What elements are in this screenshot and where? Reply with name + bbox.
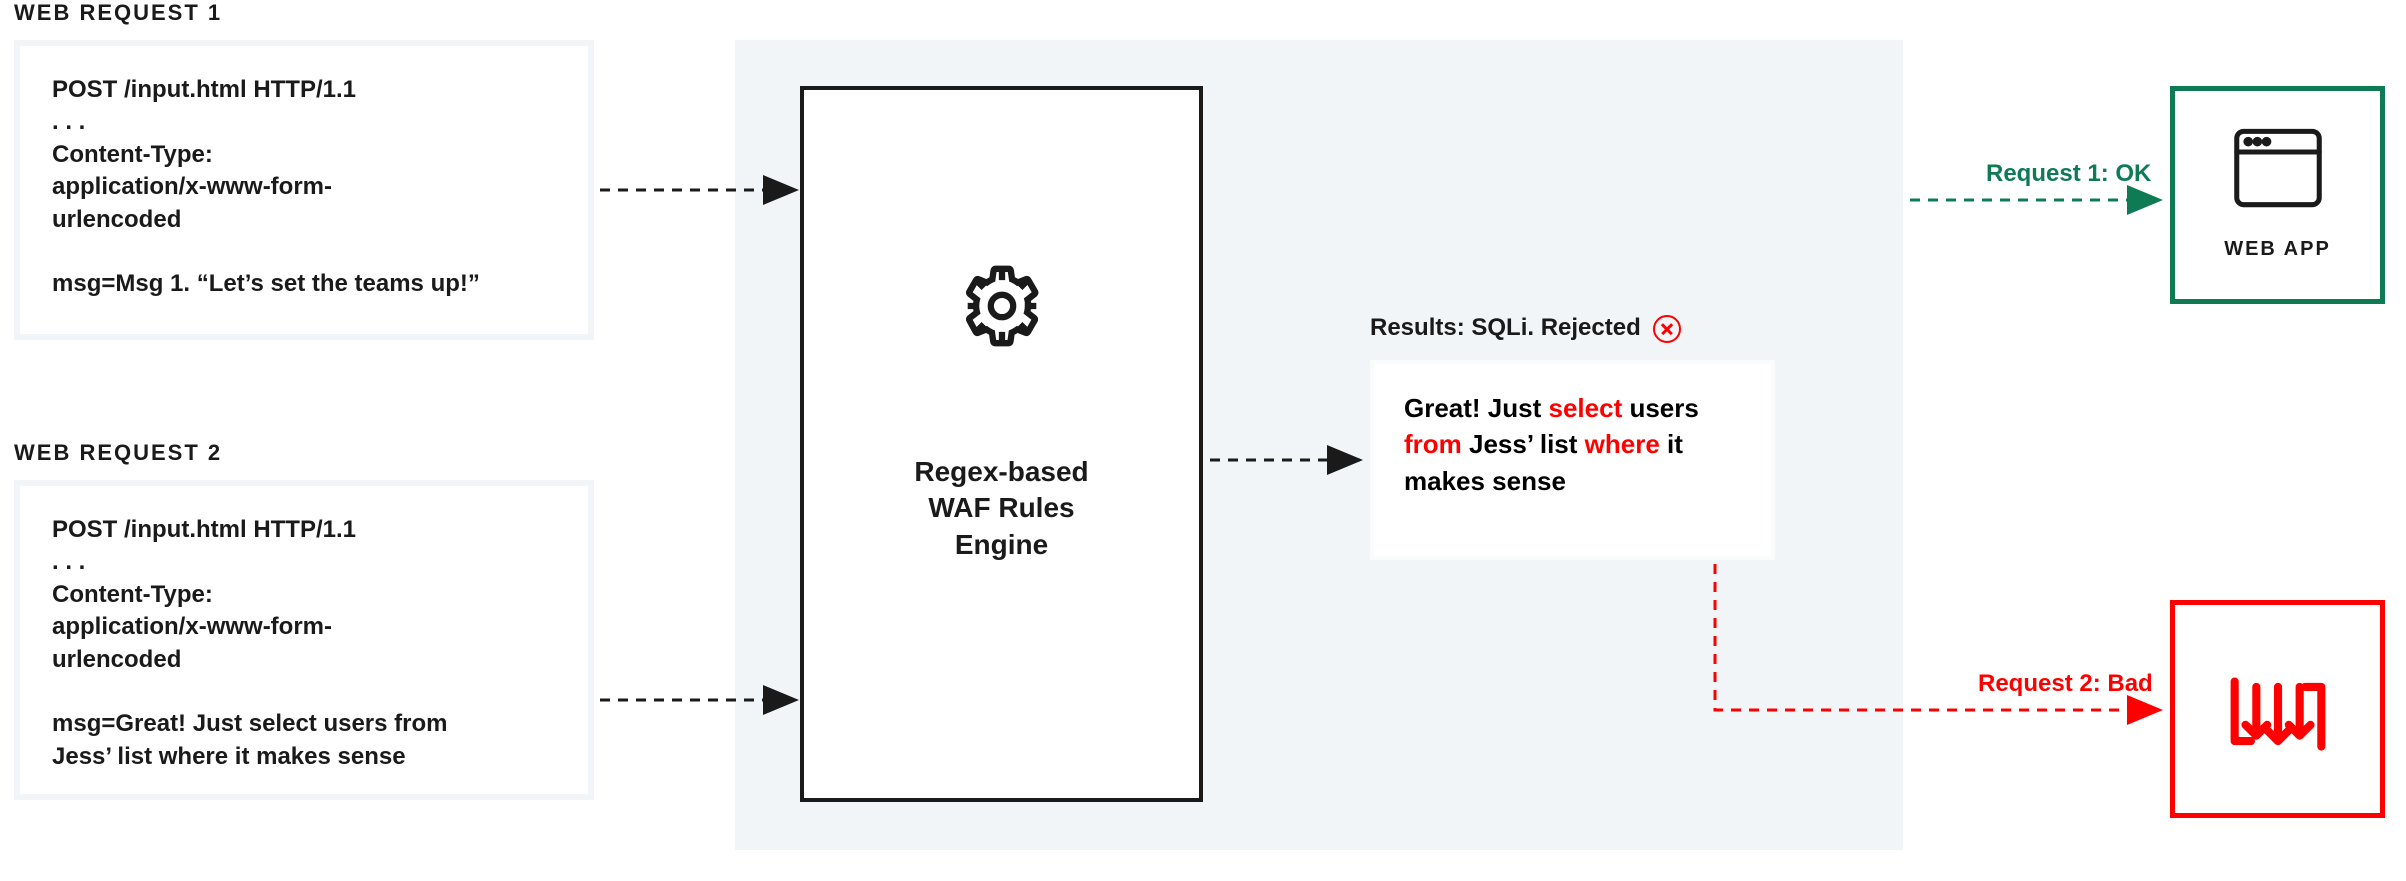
- flow-arrow: [0, 0, 2406, 881]
